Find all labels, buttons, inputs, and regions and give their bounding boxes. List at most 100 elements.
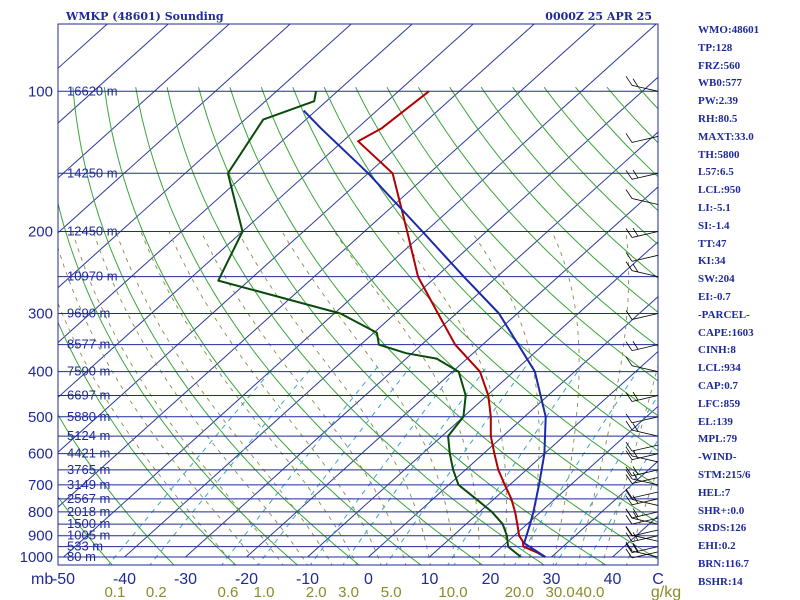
temperature-tick-label: 40 — [604, 571, 622, 588]
wind-barb-shaft — [631, 395, 659, 402]
wind-barb-flag — [632, 472, 639, 481]
height-label: 16620 m — [67, 83, 118, 98]
wind-barb — [625, 413, 659, 424]
wind-barb — [625, 189, 659, 205]
wind-barb-flag — [625, 514, 633, 525]
isotherm-line — [58, 24, 535, 453]
temperature-tick-label: 0 — [364, 571, 373, 588]
temperature-tick-label: -30 — [174, 571, 197, 588]
wind-barb — [625, 441, 659, 452]
mixing-ratio-tick-label: 2.0 — [306, 584, 327, 600]
index-line: LFC:859 — [698, 397, 741, 410]
wind-barb-flag — [625, 474, 633, 484]
index-line: WB0:577 — [698, 77, 742, 90]
wind-barb — [625, 466, 659, 477]
isotherm-line — [124, 76, 658, 558]
mixing-ratio-line — [385, 366, 527, 565]
wind-barb-shaft — [631, 270, 659, 278]
mixing-ratio-line — [584, 439, 658, 565]
isotherm-line — [185, 131, 658, 558]
wind-barb-flag — [625, 466, 633, 477]
wind-barb — [625, 548, 659, 559]
mixing-ratio-tick-label: 30.0 — [545, 584, 574, 600]
wind-barb — [625, 495, 659, 506]
wind-barb-shaft — [631, 511, 659, 519]
index-line: KI:34 — [698, 255, 726, 268]
index-line: SHR+:0.0 — [698, 504, 745, 517]
mixing-ratio-line — [107, 366, 275, 565]
dry-adiabat-line — [103, 87, 422, 565]
wind-barb — [625, 391, 659, 402]
wind-barb-shaft — [631, 534, 659, 542]
isotherm-line — [58, 24, 230, 179]
index-line: PW:2.39 — [698, 95, 739, 108]
height-label: 5880 m — [67, 409, 110, 424]
wind-barb-flag — [632, 450, 639, 459]
wind-barb-flag — [632, 227, 639, 237]
mixing-ratio-tick-label: 0.2 — [146, 584, 167, 600]
wind-barb-shaft — [631, 491, 659, 499]
height-label: 7590 m — [67, 364, 110, 379]
wind-barb-flag — [625, 543, 633, 553]
wind-barb-flag — [625, 392, 633, 402]
mixing-ratio-tick-label: 10.0 — [438, 584, 467, 600]
pressure-tick-label: 900 — [28, 528, 53, 545]
wind-barb-shaft — [631, 455, 659, 463]
wind-barb-shaft — [631, 136, 659, 143]
index-line: CINH:8 — [698, 344, 736, 357]
dry-adiabat-line — [58, 496, 114, 565]
wind-barb — [625, 341, 659, 352]
moist-adiabat-line — [396, 231, 507, 565]
pressure-tick-label: 300 — [28, 305, 53, 322]
wind-barb-shaft — [631, 498, 659, 506]
moist-adiabat-line — [92, 231, 309, 565]
wind-barb-shaft — [631, 172, 659, 180]
dewpoint-trace — [217, 91, 522, 558]
height-label: 6697 m — [67, 388, 110, 403]
mixing-ratio-tick-label: 5.0 — [381, 584, 402, 600]
wind-barb — [625, 261, 659, 278]
moist-adiabat-line — [200, 231, 407, 565]
wind-barb-flag — [625, 76, 633, 86]
dry-adiabat-line — [417, 86, 658, 348]
isotherm-line — [58, 24, 596, 508]
index-line: EI:-0.7 — [698, 291, 731, 303]
dry-adiabat-line — [795, 87, 800, 567]
index-line: -WIND- — [698, 451, 737, 464]
wind-barb-flag — [625, 413, 633, 424]
dry-adiabat-line — [58, 201, 299, 565]
height-label: 10970 m — [67, 269, 118, 284]
mixing-ratio-tick-label: 20.0 — [505, 584, 534, 600]
wind-barb-flag — [632, 263, 639, 273]
index-line: SW:204 — [698, 273, 735, 286]
moist-adiabat-lines — [58, 231, 658, 565]
wind-barb-shaft — [631, 469, 659, 477]
temperature-tick-label: -50 — [52, 571, 75, 588]
dry-adiabat-line — [58, 321, 237, 565]
wind-barbs — [625, 76, 659, 559]
mixing-ratio-line — [221, 366, 379, 565]
wind-barb-flag — [632, 511, 639, 520]
isotherm-lines — [58, 24, 658, 558]
temperature-tick-label: 10 — [421, 571, 439, 588]
height-label: 4421 m — [67, 446, 110, 461]
wind-barb-shaft — [631, 84, 659, 92]
dry-adiabat-line — [764, 87, 800, 567]
temperature-tick-label: 20 — [482, 571, 500, 588]
moist-adiabat-line — [72, 231, 284, 565]
index-line: TP:128 — [698, 41, 733, 54]
index-line: HEL:7 — [698, 486, 731, 499]
moist-adiabat-line — [168, 231, 382, 565]
index-line: LCL:950 — [698, 184, 741, 197]
wind-barb-shaft — [631, 313, 659, 320]
wind-barb-shaft — [631, 416, 659, 424]
wind-barb-flag — [632, 495, 639, 504]
height-label: 12450 m — [67, 223, 118, 238]
index-line: EL:139 — [698, 415, 733, 428]
wind-barb — [625, 469, 659, 486]
isotherm-line — [58, 24, 291, 234]
index-line: TH:5800 — [698, 148, 740, 161]
wind-barb-flag — [632, 391, 639, 401]
pressure-tick-label: 700 — [28, 477, 53, 494]
isotherm-line — [246, 186, 658, 558]
